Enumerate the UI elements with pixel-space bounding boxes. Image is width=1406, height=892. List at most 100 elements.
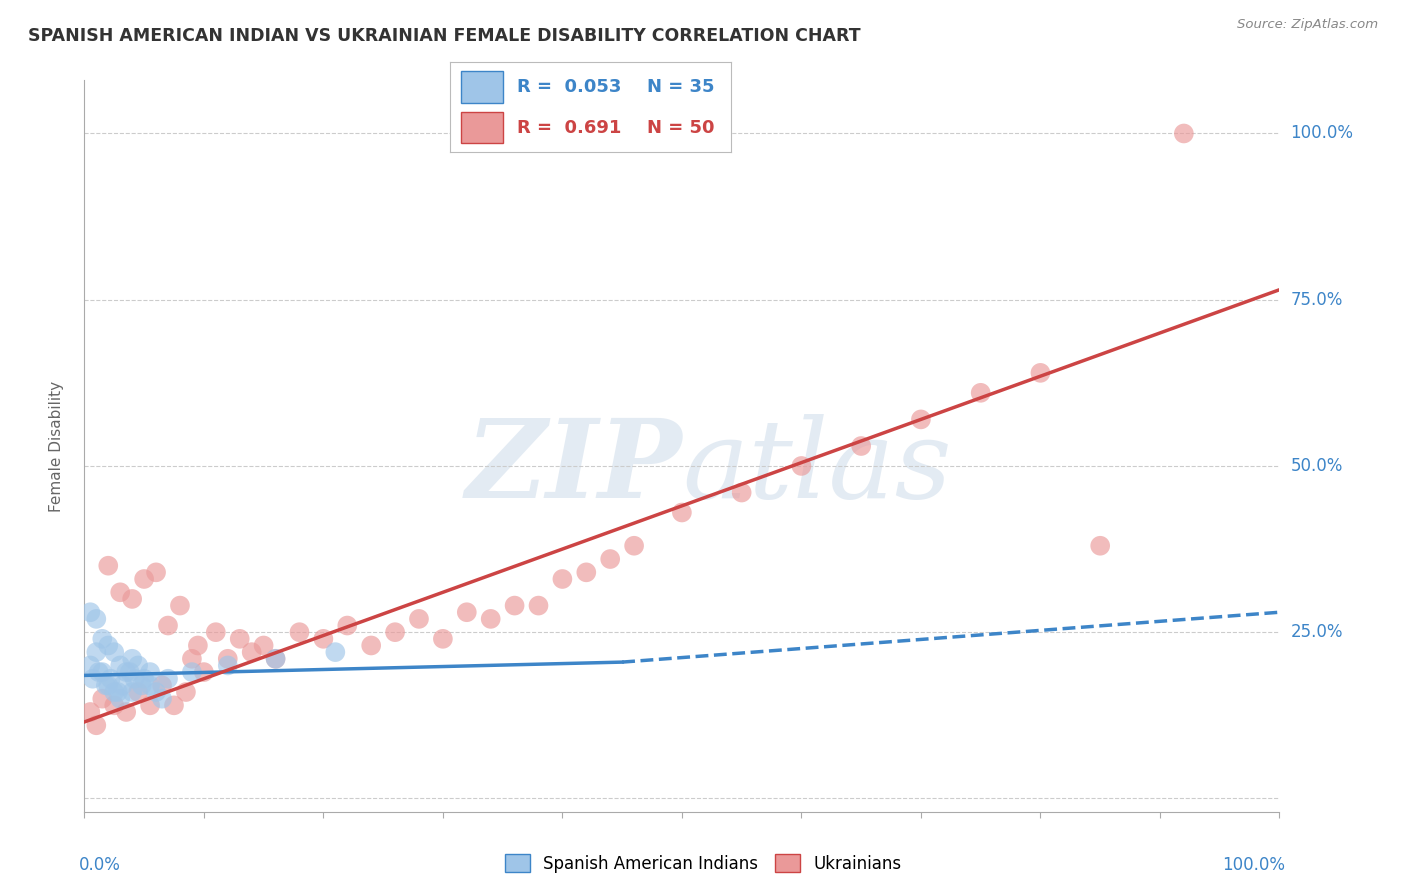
Point	[456, 605, 478, 619]
Point	[264, 652, 287, 666]
Point	[115, 705, 138, 719]
Point	[111, 678, 134, 692]
Point	[187, 639, 209, 653]
Point	[288, 625, 311, 640]
Point	[150, 691, 173, 706]
Point	[115, 665, 138, 679]
Point	[312, 632, 335, 646]
Point	[193, 665, 215, 679]
Point	[169, 599, 191, 613]
Point	[157, 618, 180, 632]
Text: Source: ZipAtlas.com: Source: ZipAtlas.com	[1237, 18, 1378, 31]
Point	[79, 605, 101, 619]
Point	[139, 678, 162, 692]
Point	[180, 652, 202, 666]
Point	[103, 645, 125, 659]
Point	[1173, 127, 1195, 141]
Point	[623, 539, 645, 553]
Point	[103, 698, 125, 713]
Point	[599, 552, 621, 566]
Point	[110, 658, 132, 673]
Point	[790, 458, 813, 473]
Point	[91, 691, 114, 706]
Legend: Spanish American Indians, Ukrainians: Spanish American Indians, Ukrainians	[498, 847, 908, 880]
Point	[145, 566, 167, 580]
Point	[384, 625, 406, 640]
Point	[323, 645, 346, 659]
Point	[87, 665, 110, 679]
Text: 50.0%: 50.0%	[1291, 457, 1343, 475]
Point	[131, 678, 153, 692]
Point	[121, 652, 143, 666]
Point	[139, 698, 162, 713]
Point	[336, 618, 359, 632]
Point	[124, 672, 146, 686]
Text: 0.0%: 0.0%	[79, 855, 121, 873]
Text: ZIP: ZIP	[465, 414, 682, 522]
Point	[150, 678, 173, 692]
Point	[97, 558, 120, 573]
Point	[479, 612, 502, 626]
Point	[79, 705, 101, 719]
Point	[551, 572, 574, 586]
Point	[79, 658, 101, 673]
Point	[408, 612, 430, 626]
Point	[503, 599, 526, 613]
Point	[157, 672, 180, 686]
Text: SPANISH AMERICAN INDIAN VS UKRAINIAN FEMALE DISABILITY CORRELATION CHART: SPANISH AMERICAN INDIAN VS UKRAINIAN FEM…	[28, 27, 860, 45]
Point	[575, 566, 598, 580]
Point	[139, 665, 162, 679]
Point	[217, 652, 239, 666]
Point	[107, 685, 129, 699]
Point	[91, 665, 114, 679]
FancyBboxPatch shape	[461, 112, 503, 143]
Point	[110, 585, 132, 599]
Text: N = 35: N = 35	[647, 78, 714, 95]
Point	[84, 718, 107, 732]
Point	[163, 698, 186, 713]
Point	[110, 691, 132, 706]
Point	[145, 685, 167, 699]
Point	[121, 685, 143, 699]
Point	[527, 599, 550, 613]
Point	[84, 612, 107, 626]
Y-axis label: Female Disability: Female Disability	[49, 380, 63, 512]
Point	[91, 632, 114, 646]
Text: 25.0%: 25.0%	[1291, 624, 1343, 641]
Point	[228, 632, 252, 646]
Point	[360, 639, 382, 653]
Point	[174, 685, 197, 699]
Text: N = 50: N = 50	[647, 119, 714, 136]
Text: atlas: atlas	[682, 414, 952, 522]
Point	[121, 591, 143, 606]
Point	[103, 685, 125, 699]
Point	[100, 672, 122, 686]
Point	[671, 506, 693, 520]
Text: R =  0.053: R = 0.053	[517, 78, 621, 95]
Text: 100.0%: 100.0%	[1291, 125, 1354, 143]
Text: 100.0%: 100.0%	[1222, 855, 1285, 873]
Point	[118, 665, 141, 679]
Text: R =  0.691: R = 0.691	[517, 119, 621, 136]
Point	[253, 639, 276, 653]
Point	[217, 658, 239, 673]
Point	[84, 645, 107, 659]
Point	[132, 572, 156, 586]
Point	[132, 672, 156, 686]
Point	[910, 412, 932, 426]
Point	[127, 658, 149, 673]
Point	[97, 639, 120, 653]
Point	[432, 632, 454, 646]
Point	[127, 685, 149, 699]
Point	[1088, 539, 1111, 553]
Point	[82, 672, 104, 686]
Point	[1029, 366, 1052, 380]
Point	[849, 439, 872, 453]
Point	[205, 625, 228, 640]
FancyBboxPatch shape	[461, 71, 503, 103]
Point	[240, 645, 263, 659]
Point	[94, 678, 117, 692]
Text: 75.0%: 75.0%	[1291, 291, 1343, 309]
Point	[264, 652, 287, 666]
Point	[731, 485, 754, 500]
